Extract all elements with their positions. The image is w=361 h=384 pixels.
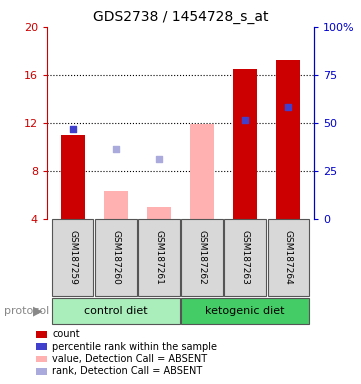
FancyBboxPatch shape	[52, 219, 93, 296]
Text: GSM187259: GSM187259	[68, 230, 77, 285]
Bar	[104, 191, 128, 219]
Text: ▶: ▶	[33, 305, 43, 318]
FancyBboxPatch shape	[138, 219, 180, 296]
Point	[113, 146, 119, 152]
Text: value, Detection Call = ABSENT: value, Detection Call = ABSENT	[52, 354, 208, 364]
Text: GSM187262: GSM187262	[197, 230, 206, 285]
Point	[285, 104, 291, 110]
Bar	[147, 207, 171, 219]
Text: GSM187264: GSM187264	[284, 230, 293, 285]
FancyBboxPatch shape	[181, 219, 223, 296]
Point	[70, 126, 76, 132]
Point	[156, 156, 162, 162]
Text: GSM187263: GSM187263	[241, 230, 249, 285]
Text: rank, Detection Call = ABSENT: rank, Detection Call = ABSENT	[52, 366, 203, 376]
Text: GSM187261: GSM187261	[155, 230, 164, 285]
FancyBboxPatch shape	[52, 298, 180, 324]
FancyBboxPatch shape	[225, 219, 266, 296]
Text: control diet: control diet	[84, 306, 148, 316]
Text: protocol: protocol	[4, 306, 49, 316]
Bar	[277, 61, 300, 219]
Bar	[61, 135, 84, 219]
Text: percentile rank within the sample: percentile rank within the sample	[52, 342, 217, 352]
Bar	[190, 124, 214, 219]
FancyBboxPatch shape	[95, 219, 136, 296]
FancyBboxPatch shape	[181, 298, 309, 324]
Bar	[233, 69, 257, 219]
FancyBboxPatch shape	[268, 219, 309, 296]
Text: GSM187260: GSM187260	[112, 230, 120, 285]
Text: count: count	[52, 329, 80, 339]
Text: ketogenic diet: ketogenic diet	[205, 306, 285, 316]
Title: GDS2738 / 1454728_s_at: GDS2738 / 1454728_s_at	[93, 10, 268, 25]
Point	[242, 118, 248, 124]
